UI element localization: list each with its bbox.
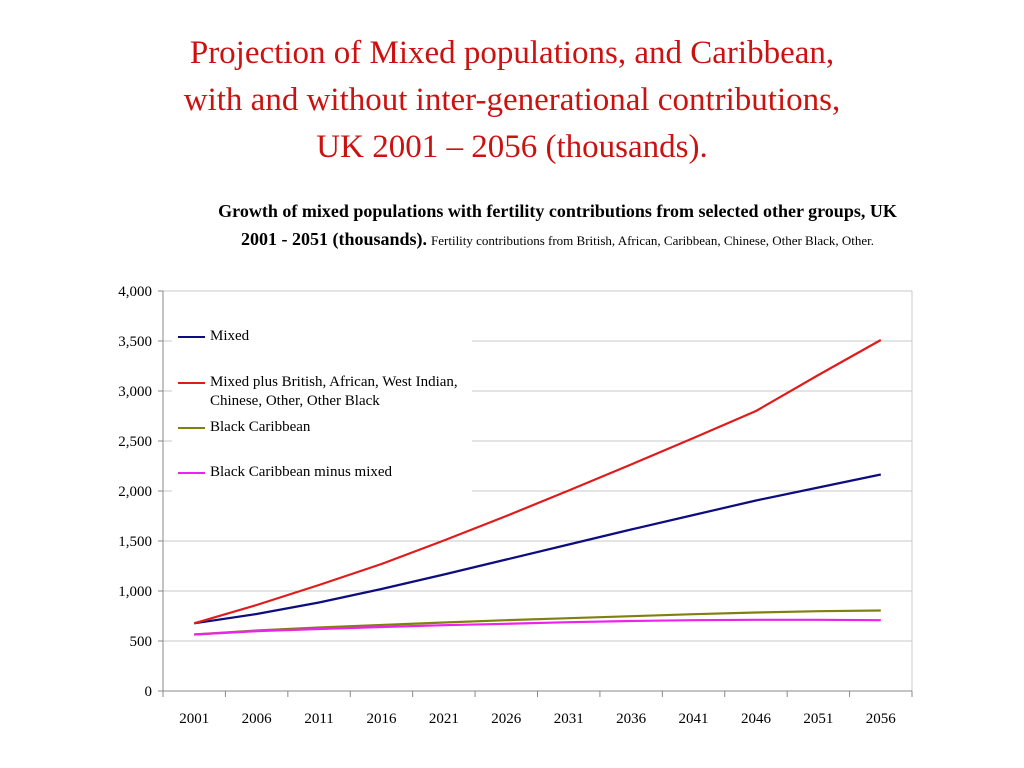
legend-label: Mixed plus British, African, West Indian… [210,374,458,409]
x-tick-label: 2046 [741,711,772,727]
x-tick-label: 2026 [491,711,522,727]
y-tick-label: 2,000 [118,484,152,500]
y-tick-label: 1,000 [118,584,152,600]
series-line-2 [193,339,882,625]
legend-swatch [178,382,205,384]
x-tick-label: 2051 [803,711,833,727]
slide-title-line: with and without inter-generational cont… [183,82,841,118]
x-tick-label: 2006 [242,711,273,727]
x-tick-label: 2041 [679,711,709,727]
legend-label: Black Caribbean [210,419,311,435]
chart-title: Growth of mixed populations with fertili… [218,201,897,249]
x-tick-label: 2016 [366,711,397,727]
y-tick-label: 3,500 [118,334,152,350]
y-tick-label: 3,000 [118,384,152,400]
legend-label: Mixed [210,328,250,344]
y-tick-label: 1,500 [118,534,152,550]
y-tick-label: 500 [130,634,153,650]
legend-swatch [178,427,205,429]
series-line-3 [194,609,881,636]
slide-title-line: Projection of Mixed populations, and Car… [189,35,835,71]
chart-heading: Growth of mixed populations with fertili… [205,198,910,254]
legend-swatch [178,336,205,338]
legend-label: Black Caribbean minus mixed [210,464,393,480]
legend-item-mixed: Mixed [178,327,475,346]
chart-subtitle: Fertility contributions from British, Af… [431,233,875,248]
slide-title: Projection of Mixed populations, and Car… [40,30,984,171]
series-line-4 [194,618,881,636]
slide-title-line: UK 2001 – 2056 (thousands). [316,129,708,165]
legend-item-black-caribbean-minus-mixed: Black Caribbean minus mixed [178,463,475,482]
legend-item-black-caribbean: Black Caribbean [178,418,475,437]
y-tick-label: 0 [145,684,153,700]
legend-swatch [178,472,205,474]
legend-item-mixed-plus: Mixed plus British, African, West Indian… [178,373,475,411]
y-tick-label: 4,000 [118,284,152,300]
x-tick-label: 2056 [866,711,897,727]
series-line-1 [194,473,882,625]
x-tick-label: 2011 [304,711,333,727]
x-tick-label: 2036 [616,711,647,727]
x-tick-label: 2021 [429,711,459,727]
x-tick-label: 2001 [179,711,209,727]
y-tick-label: 2,500 [118,434,152,450]
chart-legend: Mixed Mixed plus British, African, West … [172,318,472,496]
x-tick-label: 2031 [554,711,584,727]
